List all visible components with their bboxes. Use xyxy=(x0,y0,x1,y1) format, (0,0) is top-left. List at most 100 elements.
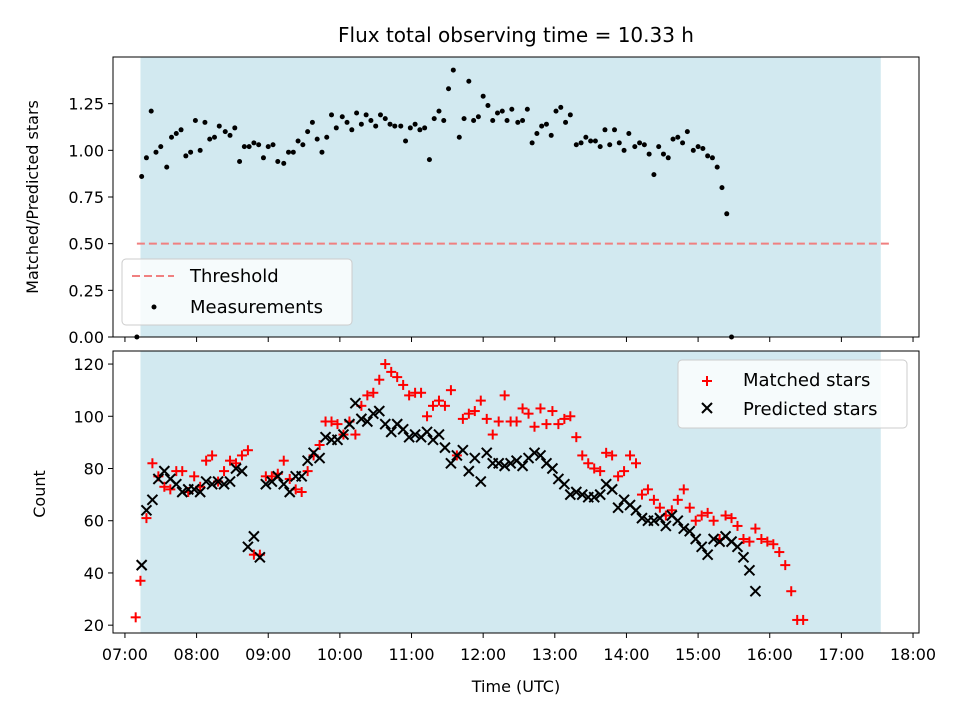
measurement-point xyxy=(148,108,154,114)
predicted-star-point xyxy=(439,441,451,454)
matched-star-point xyxy=(189,471,200,482)
predicted-star-point xyxy=(367,407,380,420)
predicted-star-point xyxy=(379,418,391,430)
x-tick-label: 09:00 xyxy=(245,645,291,664)
measurement-point xyxy=(314,136,320,142)
matched-star-point xyxy=(786,586,797,597)
predicted-star-point xyxy=(313,452,326,464)
predicted-star-point xyxy=(295,470,308,483)
matched-star-point xyxy=(684,502,695,513)
predicted-star-point xyxy=(463,465,475,477)
measurement-point xyxy=(504,117,510,123)
matched-star-point xyxy=(380,359,391,370)
matched-star-point xyxy=(726,513,737,524)
matched-star-point xyxy=(332,419,343,430)
predicted-star-point xyxy=(135,559,148,571)
predicted-star-point xyxy=(200,475,212,488)
y-tick-label: 60 xyxy=(84,512,104,531)
legend-matched-swatch xyxy=(702,376,712,386)
y-tick-label: 0.50 xyxy=(68,235,104,254)
measurement-point xyxy=(612,127,618,133)
matched-star-point xyxy=(523,408,534,419)
measurement-point xyxy=(578,140,584,146)
measurement-point xyxy=(256,142,262,148)
matched-star-point xyxy=(535,403,546,414)
x-tick-label: 17:00 xyxy=(818,645,864,664)
top-legend: Threshold Measurements xyxy=(121,258,353,326)
predicted-star-point xyxy=(188,483,200,496)
measurement-point xyxy=(450,67,456,73)
measurement-point xyxy=(456,134,462,140)
measurement-point xyxy=(573,142,579,148)
measurement-point xyxy=(222,129,228,135)
measurement-point xyxy=(461,116,467,122)
matched-star-point xyxy=(439,400,450,411)
measurement-point xyxy=(695,144,701,150)
predicted-star-point xyxy=(385,426,397,438)
measurement-point xyxy=(290,149,296,155)
matched-star-point xyxy=(642,484,653,495)
measurement-point xyxy=(670,136,676,142)
predicted-star-point xyxy=(636,512,648,524)
measurement-point xyxy=(724,211,730,217)
matched-star-point xyxy=(708,515,719,526)
measurement-point xyxy=(524,106,530,112)
predicted-star-point xyxy=(492,457,505,469)
x-tick-label: 15:00 xyxy=(675,645,721,664)
matched-star-point xyxy=(559,413,570,424)
predicted-star-point xyxy=(230,462,242,475)
measurement-point xyxy=(139,173,145,179)
predicted-star-point xyxy=(606,483,618,496)
measurement-point xyxy=(675,134,681,140)
matched-star-point xyxy=(666,505,677,516)
matched-star-point xyxy=(541,419,552,430)
y-tick-label: 80 xyxy=(84,460,104,479)
predicted-star-point xyxy=(630,504,642,516)
predicted-star-point xyxy=(242,541,254,553)
predicted-star-point xyxy=(403,431,415,443)
predicted-star-point xyxy=(737,551,750,563)
measurement-point xyxy=(153,149,159,155)
measurement-point xyxy=(441,117,447,123)
bottom-y-axis-label: Count xyxy=(30,470,49,518)
measurement-point xyxy=(237,159,243,165)
measurement-point xyxy=(275,159,281,165)
legend-predicted-swatch xyxy=(701,402,713,414)
matched-star-point xyxy=(601,447,612,458)
predicted-star-point xyxy=(749,585,762,597)
measurement-point xyxy=(373,123,379,129)
matched-star-point xyxy=(326,416,337,427)
matched-star-point xyxy=(619,466,630,477)
measurement-point xyxy=(515,119,521,125)
predicted-star-point xyxy=(170,478,182,490)
legend-matched-label: Matched stars xyxy=(743,370,870,391)
matched-star-point xyxy=(469,406,480,417)
predicted-star-point xyxy=(743,564,756,577)
predicted-star-point xyxy=(457,444,469,456)
measurement-point xyxy=(553,108,559,114)
matched-star-point xyxy=(517,403,528,414)
measurement-point xyxy=(211,134,217,140)
matched-star-point xyxy=(445,385,456,396)
legend-measurements-label: Measurements xyxy=(190,297,323,318)
matched-star-point xyxy=(242,445,253,456)
matched-star-point xyxy=(201,455,212,466)
measurement-point xyxy=(651,172,657,178)
x-tick-label: 16:00 xyxy=(747,645,793,664)
measurement-point xyxy=(344,119,350,125)
matched-star-point xyxy=(547,406,558,417)
matched-star-point xyxy=(398,379,409,390)
predicted-star-point xyxy=(672,515,684,527)
legend-threshold-label: Threshold xyxy=(189,266,279,287)
bottom-panel: 20 40 60 80 100 120 07:00 08:00 09:00 10:00 11:00… xyxy=(30,350,936,696)
predicted-star-point xyxy=(409,428,421,441)
matched-star-point xyxy=(750,523,761,534)
matched-star-point xyxy=(416,387,427,398)
predicted-star-point xyxy=(212,475,224,488)
predicted-star-point xyxy=(469,452,481,464)
predicted-star-point xyxy=(654,512,666,524)
measurement-point xyxy=(499,108,505,114)
predicted-star-point xyxy=(701,548,714,561)
matched-star-point xyxy=(141,513,152,524)
matched-star-point xyxy=(774,547,785,558)
